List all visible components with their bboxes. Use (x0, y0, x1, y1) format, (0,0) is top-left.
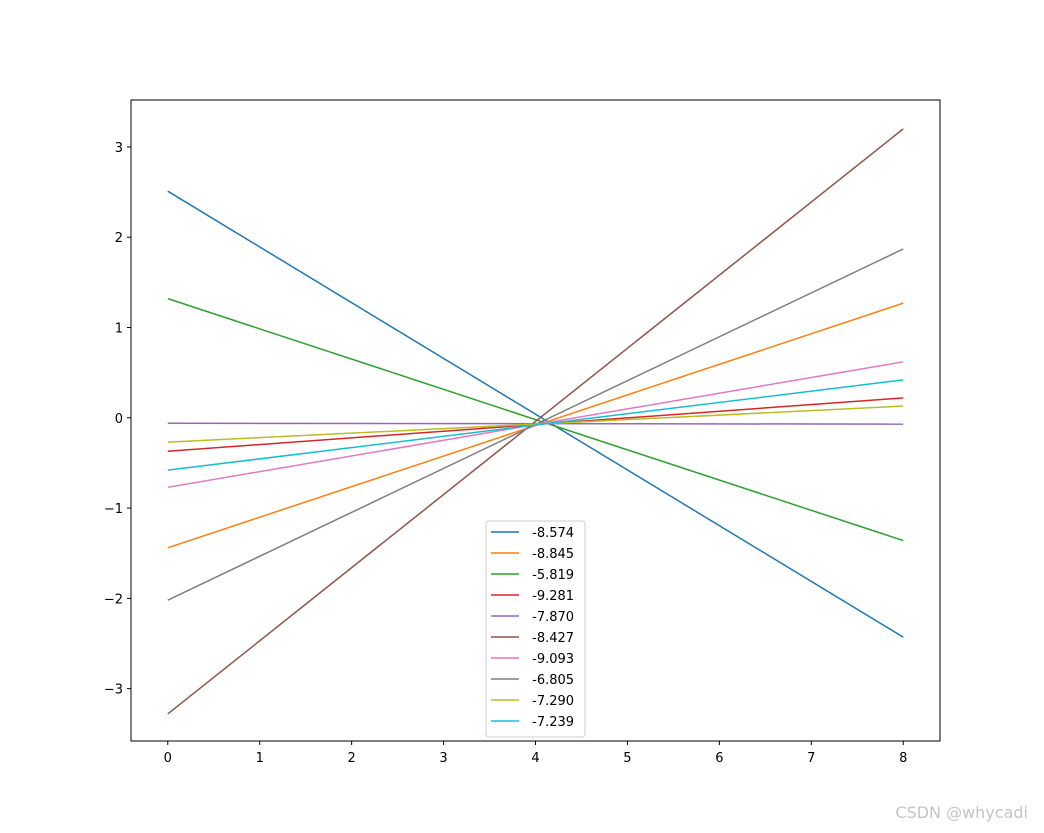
legend: -8.574 -8.845 -5.819 -9.281 -7.870 -8.42… (485, 520, 586, 738)
x-tick-label: 3 (439, 751, 447, 766)
y-axis: −3 −2 −1 0 1 2 3 (104, 141, 131, 698)
series-line-0 (167, 190, 904, 638)
x-axis: 0 1 2 3 4 5 6 7 8 (164, 741, 907, 766)
y-tick-label: 1 (115, 322, 123, 337)
series-line-2 (167, 297, 904, 542)
series-line-5 (167, 128, 904, 715)
legend-label: -7.239 (528, 715, 574, 730)
x-tick-label: 4 (531, 751, 539, 766)
y-tick-label: 3 (115, 141, 123, 156)
legend-label: -8.574 (528, 526, 574, 541)
legend-label: -9.093 (528, 652, 574, 667)
x-tick-label: 6 (715, 751, 723, 766)
series-layer (167, 128, 904, 715)
y-tick-label: −2 (104, 592, 123, 607)
legend-label: -9.281 (528, 589, 574, 604)
series-line-8 (167, 405, 904, 443)
legend-label: -5.819 (528, 568, 574, 583)
x-tick-label: 5 (623, 751, 631, 766)
series-line-9 (167, 379, 904, 471)
x-tick-label: 0 (164, 751, 172, 766)
x-tick-label: 1 (256, 751, 264, 766)
legend-label: -8.427 (528, 631, 574, 646)
legend-label: -7.290 (528, 694, 574, 709)
x-tick-label: 8 (899, 751, 907, 766)
x-tick-label: 2 (347, 751, 355, 766)
y-tick-label: 2 (115, 231, 123, 246)
legend-label: -8.845 (528, 547, 574, 562)
legend-box (485, 520, 586, 738)
legend-label: -6.805 (528, 673, 574, 688)
y-tick-label: −3 (104, 683, 123, 698)
watermark: CSDN @whycadi (895, 803, 1028, 822)
legend-label: -7.870 (528, 610, 574, 625)
x-tick-label: 7 (807, 751, 815, 766)
y-tick-label: −1 (104, 502, 123, 517)
y-tick-label: 0 (115, 412, 123, 427)
